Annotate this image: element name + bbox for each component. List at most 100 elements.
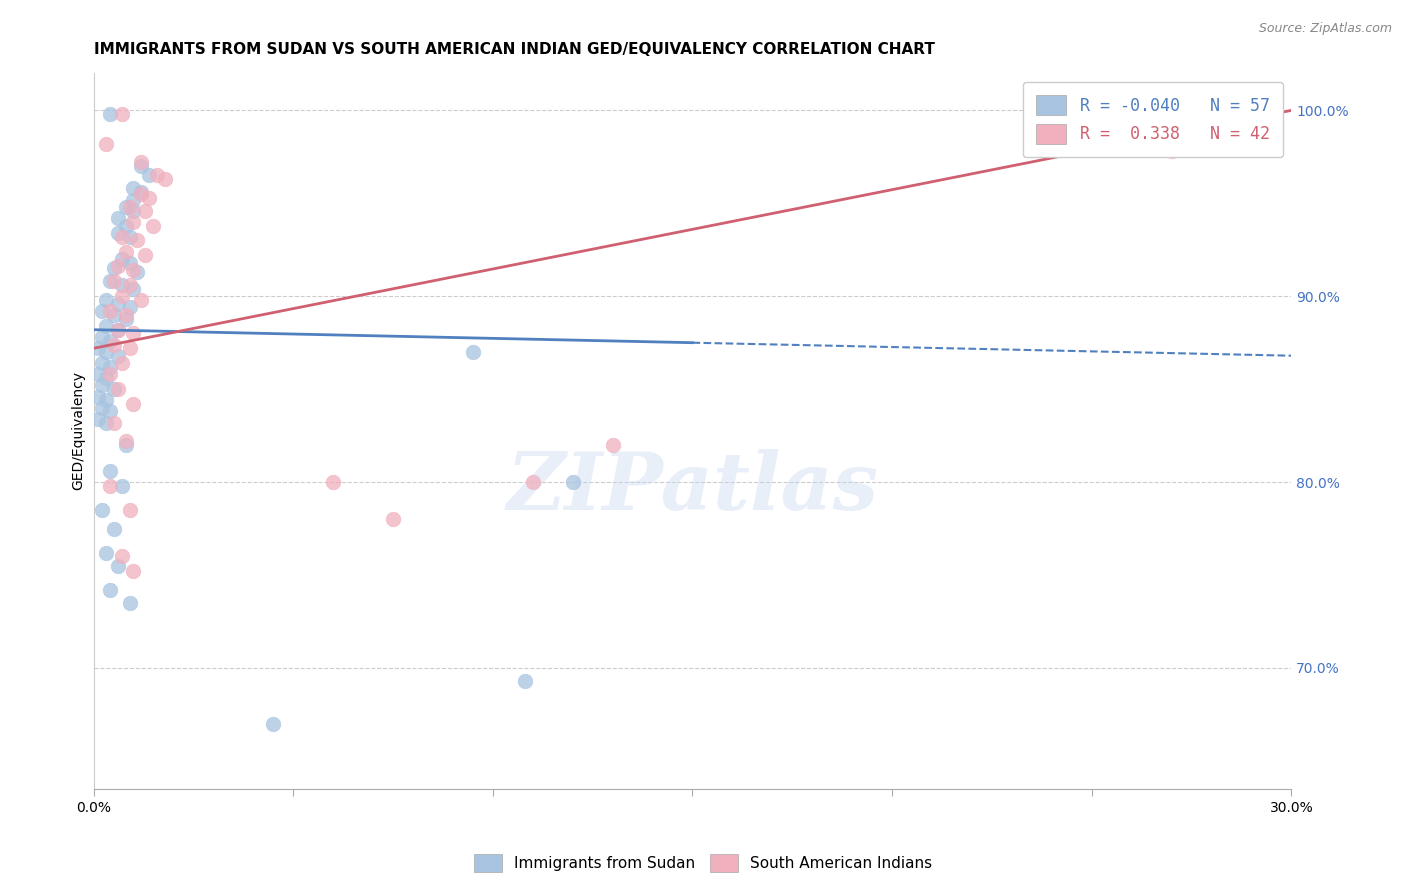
Point [110,549,132,564]
Point [110,252,132,266]
Point [122,181,145,195]
Point [122,326,145,341]
Point [94,546,117,560]
Point [138,191,160,205]
Point [94,318,117,333]
Point [131,293,153,307]
Point [90,401,112,415]
Point [94,371,117,385]
Point [94,393,117,408]
Point [114,434,136,449]
Point [122,193,145,207]
Point [86,341,108,355]
Point [94,136,117,151]
Point [107,323,129,337]
Point [561,475,583,489]
Point [98,368,121,382]
Point [118,278,141,293]
Point [110,107,132,121]
Point [98,479,121,493]
Point [103,416,125,430]
Point [118,229,141,244]
Point [86,412,108,426]
Point [90,356,112,370]
Point [131,159,153,173]
Point [114,219,136,233]
Point [138,169,160,183]
Point [110,278,132,293]
Point [103,382,125,396]
Point [118,256,141,270]
Point [155,172,177,186]
Point [107,211,129,226]
Point [90,378,112,392]
Point [86,390,108,404]
Point [110,356,132,370]
Legend: Immigrants from Sudan, South American Indians: Immigrants from Sudan, South American In… [467,846,939,880]
Point [90,330,112,344]
Point [94,416,117,430]
Point [98,464,121,478]
Point [86,368,108,382]
Point [103,274,125,288]
Y-axis label: GED/Equivalency: GED/Equivalency [72,371,86,491]
Point [98,274,121,288]
Point [262,716,284,731]
Text: ZIPatlas: ZIPatlas [506,450,879,527]
Point [114,200,136,214]
Point [107,382,129,396]
Text: Source: ZipAtlas.com: Source: ZipAtlas.com [1258,22,1392,36]
Point [114,244,136,259]
Point [127,234,149,248]
Point [118,341,141,355]
Point [382,512,405,526]
Point [107,558,129,573]
Point [107,226,129,240]
Point [114,311,136,326]
Point [118,596,141,610]
Point [146,169,169,183]
Point [94,293,117,307]
Point [107,349,129,363]
Point [602,438,624,452]
Point [90,304,112,318]
Point [90,503,112,517]
Point [131,187,153,202]
Point [103,522,125,536]
Point [114,438,136,452]
Point [98,359,121,374]
Point [103,337,125,351]
Point [134,248,156,262]
Point [98,404,121,418]
Point [103,261,125,276]
Point [98,304,121,318]
Point [98,107,121,121]
Point [122,397,145,411]
Point [461,345,484,359]
Point [118,200,141,214]
Point [122,564,145,578]
Point [98,582,121,597]
Point [107,260,129,274]
Point [110,479,132,493]
Point [122,263,145,277]
Point [513,673,536,688]
Point [114,308,136,322]
Point [122,282,145,296]
Point [131,185,153,199]
Point [142,219,165,233]
Point [522,475,544,489]
Text: IMMIGRANTS FROM SUDAN VS SOUTH AMERICAN INDIAN GED/EQUIVALENCY CORRELATION CHART: IMMIGRANTS FROM SUDAN VS SOUTH AMERICAN … [94,42,935,57]
Point [122,203,145,218]
Point [322,475,344,489]
Point [122,215,145,229]
Point [1160,145,1182,159]
Legend: R = -0.040   N = 57, R =  0.338   N = 42: R = -0.040 N = 57, R = 0.338 N = 42 [1024,81,1284,157]
Point [127,265,149,279]
Point [131,155,153,169]
Point [118,503,141,517]
Point [107,296,129,310]
Point [94,345,117,359]
Point [110,229,132,244]
Point [103,308,125,322]
